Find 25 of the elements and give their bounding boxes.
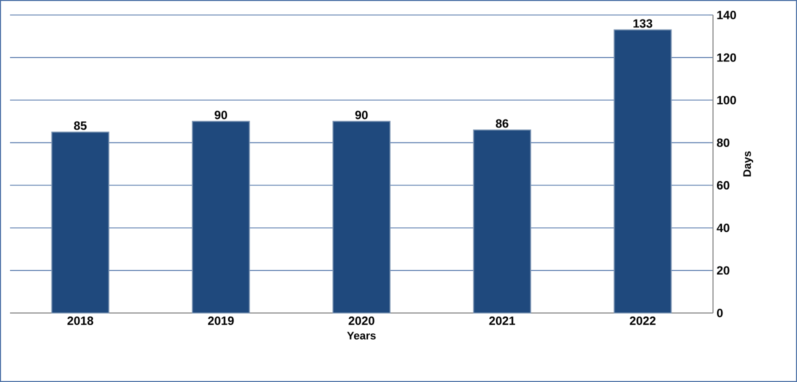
bar bbox=[192, 120, 250, 314]
x-tick-label: 2019 bbox=[208, 316, 234, 325]
bar bbox=[332, 120, 391, 314]
y-tick-label: 140 bbox=[717, 10, 736, 20]
y-axis-title: Days bbox=[743, 151, 754, 176]
y-tick-label: 0 bbox=[717, 308, 723, 318]
y-tick-label: 80 bbox=[716, 138, 730, 147]
y-tick-label: 60 bbox=[716, 181, 730, 190]
y-tick-label: 120 bbox=[717, 53, 736, 62]
data-label: 90 bbox=[214, 110, 228, 120]
x-axis-title: Years bbox=[347, 332, 376, 340]
x-tick-label: 2022 bbox=[630, 316, 656, 325]
bar bbox=[51, 132, 110, 314]
data-label: 85 bbox=[74, 121, 87, 130]
y-tick-label: 20 bbox=[716, 266, 730, 275]
x-tick-label: 2020 bbox=[348, 316, 374, 325]
data-label: 86 bbox=[496, 119, 508, 128]
bar bbox=[614, 29, 672, 314]
x-tick-label: 2021 bbox=[489, 316, 516, 325]
data-label: 90 bbox=[355, 110, 368, 120]
data-label: 133 bbox=[633, 19, 652, 28]
bar bbox=[473, 129, 532, 314]
y-tick-label: 100 bbox=[717, 96, 736, 104]
y-tick-label: 40 bbox=[716, 224, 730, 232]
x-tick-label: 2018 bbox=[67, 316, 94, 325]
